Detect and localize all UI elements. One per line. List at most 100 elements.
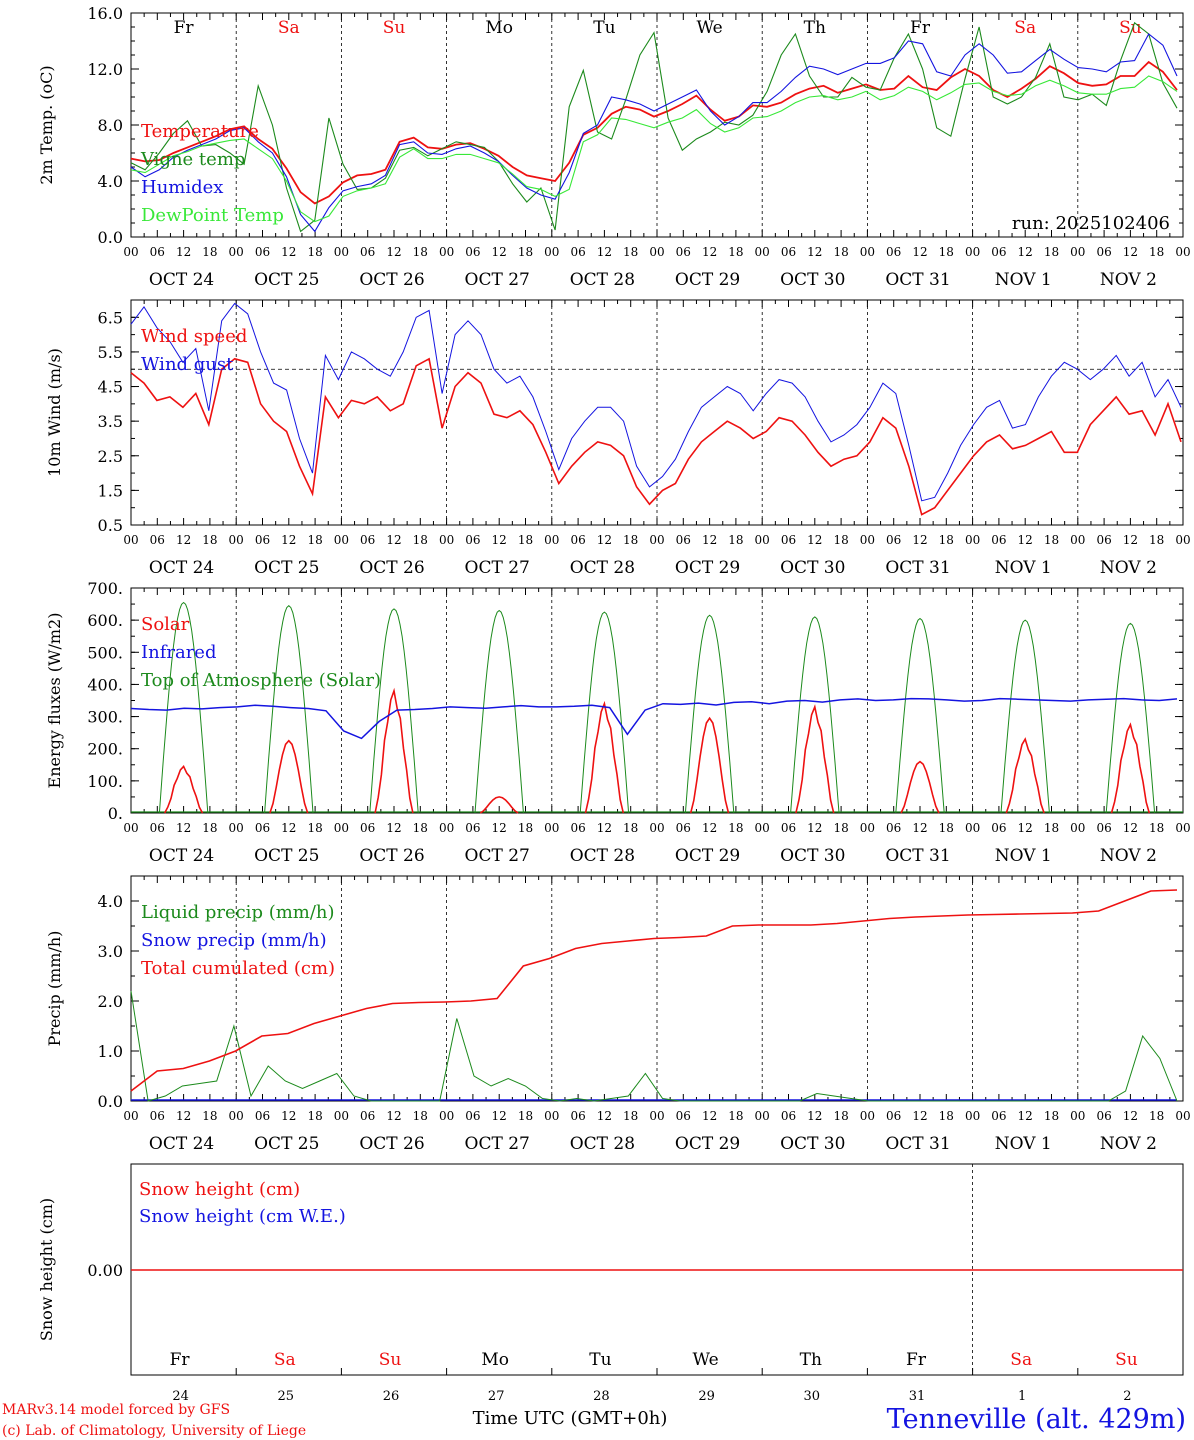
date-label: OCT 29 <box>675 270 740 290</box>
hour-tick-label: 18 <box>728 821 743 835</box>
hour-tick-label: 06 <box>570 245 585 259</box>
legend-vigne-temp: Vigne temp <box>140 149 245 170</box>
hour-tick-label: 18 <box>307 821 322 835</box>
day-label: Fr <box>910 18 931 38</box>
day-label: Su <box>1115 1350 1138 1370</box>
hour-tick-label: 06 <box>781 821 796 835</box>
y-axis-label: 10m Wind (m/s) <box>45 348 64 477</box>
hour-tick-label: 06 <box>1096 1109 1111 1123</box>
solar-day <box>163 764 204 814</box>
hour-tick-label: 18 <box>307 245 322 259</box>
solar-day <box>795 704 835 814</box>
date-label: OCT 25 <box>254 270 319 290</box>
date-label: OCT 28 <box>570 846 635 866</box>
hour-tick-label: 00 <box>123 821 138 835</box>
day-number: 25 <box>278 1389 295 1404</box>
legend-snow-height-cm-: Snow height (cm) <box>139 1179 300 1200</box>
hour-tick-label: 06 <box>991 821 1006 835</box>
date-label: OCT 30 <box>780 558 845 578</box>
hour-tick-label: 18 <box>833 821 848 835</box>
hour-tick-label: 06 <box>465 245 480 259</box>
day-label: Su <box>1119 18 1142 38</box>
hour-tick-label: 18 <box>1044 821 1059 835</box>
day-label: We <box>697 18 723 38</box>
hour-tick-label: 18 <box>518 821 533 835</box>
date-label: NOV 1 <box>995 1134 1052 1154</box>
toa-solar-day <box>1000 619 1050 814</box>
hour-tick-label: 06 <box>360 821 375 835</box>
y-tick-label: 0.0 <box>98 228 123 247</box>
hour-tick-label: 00 <box>544 1109 559 1123</box>
hour-tick-label: 06 <box>360 533 375 547</box>
date-label: NOV 2 <box>1100 270 1157 290</box>
hour-tick-label: 18 <box>1149 821 1164 835</box>
hour-tick-label: 12 <box>597 245 612 259</box>
hour-tick-label: 06 <box>255 245 270 259</box>
y-axis-label: Snow height (cm) <box>37 1198 56 1341</box>
legend-liquid-precip-mm-h-: Liquid precip (mm/h) <box>141 902 335 923</box>
toa-solar-day <box>1105 622 1156 814</box>
date-label: OCT 28 <box>570 270 635 290</box>
y-tick-label: 400. <box>87 675 123 694</box>
y-tick-label: 8.0 <box>98 116 123 135</box>
hour-tick-label: 18 <box>623 1109 638 1123</box>
hour-tick-label: 12 <box>1018 245 1033 259</box>
day-number: 24 <box>172 1389 189 1404</box>
hour-tick-label: 12 <box>702 533 717 547</box>
solar-day <box>900 760 940 814</box>
time-axis-label: Time UTC (GMT+0h) <box>473 1408 668 1429</box>
hour-tick-label: 12 <box>492 1109 507 1123</box>
hour-tick-label: 12 <box>1123 245 1138 259</box>
hour-tick-label: 12 <box>912 245 927 259</box>
hour-tick-label: 00 <box>123 533 138 547</box>
chart-layer: 00 06 12 18 00 06 12 18 00 06 12 18 00 06 12 18 00 06 12 18… <box>37 4 1191 1404</box>
y-axis-label: Precip (mm/h) <box>45 931 64 1047</box>
hour-tick-label: 00 <box>649 533 664 547</box>
hour-tick-label: 12 <box>492 821 507 835</box>
day-label: Fr <box>170 1350 191 1370</box>
toa-solar-day <box>579 611 630 814</box>
hour-tick-label: 18 <box>939 1109 954 1123</box>
hour-tick-label: 00 <box>229 245 244 259</box>
hour-tick-label: 12 <box>1123 533 1138 547</box>
hour-tick-label: 12 <box>176 533 191 547</box>
hour-tick-label: 00 <box>1070 821 1085 835</box>
hour-tick-label: 18 <box>1149 533 1164 547</box>
hour-tick-label: 06 <box>676 1109 691 1123</box>
legend-wind-gust: Wind gust <box>141 354 234 375</box>
hour-tick-label: 12 <box>176 245 191 259</box>
hour-tick-label: 00 <box>334 245 349 259</box>
date-label: NOV 2 <box>1100 846 1157 866</box>
toa-solar-day <box>369 608 419 814</box>
day-label: Sa <box>274 1350 296 1370</box>
y-tick-label: 200. <box>87 740 123 759</box>
hour-tick-label: 00 <box>1175 821 1190 835</box>
day-label: Th <box>800 1350 822 1370</box>
hour-tick-label: 00 <box>965 533 980 547</box>
hour-tick-label: 00 <box>439 245 454 259</box>
date-label: OCT 31 <box>885 846 950 866</box>
y-tick-label: 12.0 <box>87 60 123 79</box>
hour-tick-label: 00 <box>1175 1109 1190 1123</box>
hour-tick-label: 06 <box>150 245 165 259</box>
toa-solar-day <box>684 614 735 814</box>
panel-precip: 00 06 12 18 00 06 12 18 00 06 12 18 00 06 12 18 00 06 12 18… <box>45 875 1191 1154</box>
date-label: OCT 27 <box>465 558 530 578</box>
hour-tick-label: 12 <box>912 821 927 835</box>
toa-solar-day <box>158 601 209 814</box>
hour-tick-label: 00 <box>755 533 770 547</box>
hour-tick-label: 18 <box>202 821 217 835</box>
hour-tick-label: 12 <box>386 245 401 259</box>
hour-tick-label: 18 <box>728 533 743 547</box>
hour-tick-label: 00 <box>123 1109 138 1123</box>
date-label: OCT 29 <box>675 558 740 578</box>
panel-wind: 00 06 12 18 00 06 12 18 00 06 12 18 00 06 12 18 00 06 12 18… <box>45 299 1191 578</box>
hour-tick-label: 18 <box>413 245 428 259</box>
date-label: OCT 29 <box>675 1134 740 1154</box>
toa-solar-day <box>790 616 840 814</box>
series-line-infrared <box>130 697 1178 740</box>
y-tick-label: 4.5 <box>98 378 123 397</box>
hour-tick-label: 12 <box>597 533 612 547</box>
y-tick-label: 0.0 <box>98 1092 123 1111</box>
legend-temperature: Temperature <box>141 121 259 142</box>
